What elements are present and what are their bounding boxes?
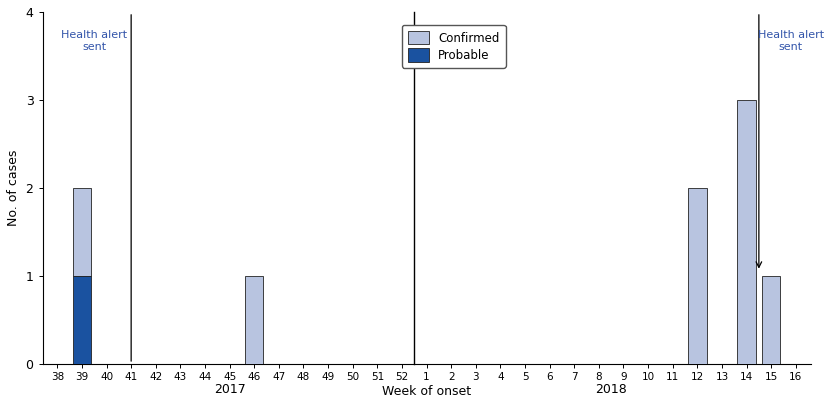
Bar xyxy=(245,276,264,364)
Bar xyxy=(73,276,91,364)
Bar xyxy=(737,100,756,364)
Bar xyxy=(73,188,91,276)
Bar xyxy=(762,276,781,364)
Text: 2018: 2018 xyxy=(595,383,627,396)
Text: Health alert
sent: Health alert sent xyxy=(758,30,824,51)
Text: 2017: 2017 xyxy=(214,383,245,396)
Text: Health alert
sent: Health alert sent xyxy=(61,30,128,51)
Bar xyxy=(688,188,706,364)
Y-axis label: No. of cases: No. of cases xyxy=(7,150,20,226)
X-axis label: Week of onset: Week of onset xyxy=(382,385,471,398)
Legend: Confirmed, Probable: Confirmed, Probable xyxy=(402,25,505,68)
